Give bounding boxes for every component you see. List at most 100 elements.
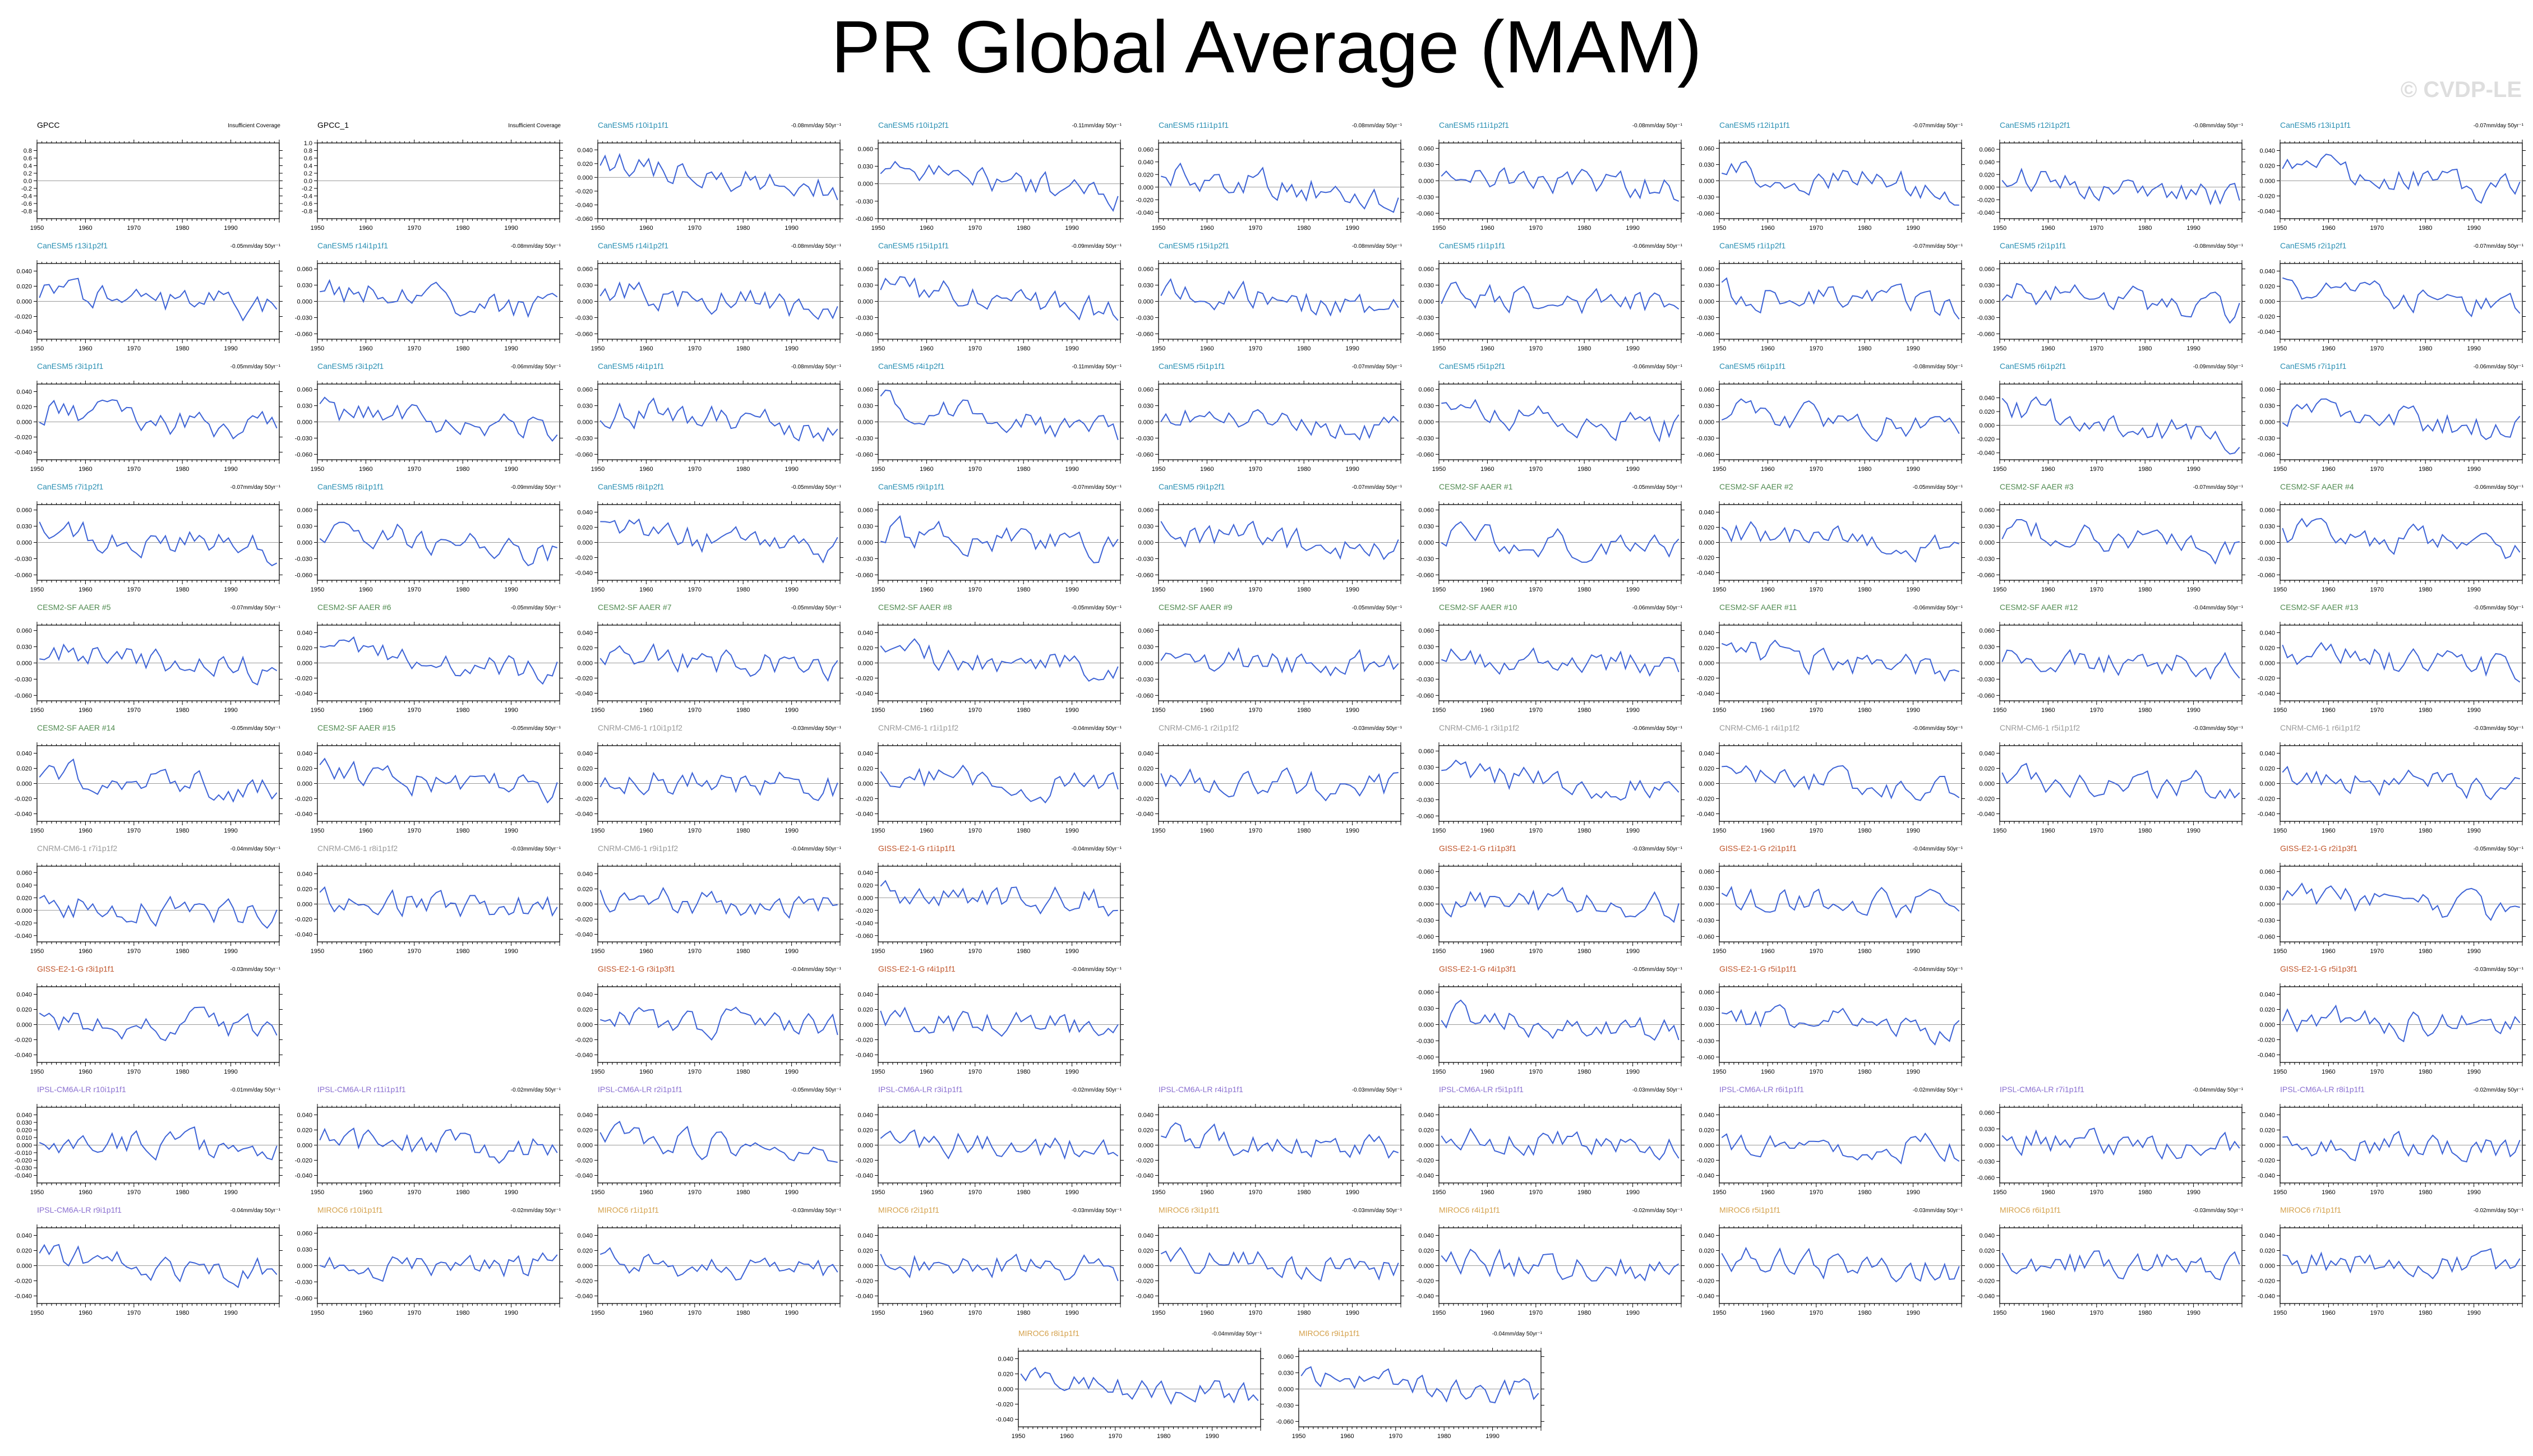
x-tick-label: 1950 <box>2273 345 2287 352</box>
y-tick-label: -0.030 <box>575 435 593 442</box>
x-tick-label: 1960 <box>1761 225 1774 232</box>
x-tick-label: 1970 <box>1249 466 1262 473</box>
y-tick-label: -0.020 <box>575 555 593 562</box>
x-tick-label: 1970 <box>1249 345 1262 352</box>
panel-plot: 0.040 0.020 0.000 -0.020 -0.040 1950 1960 1970 1… <box>1697 501 1965 593</box>
y-tick-label: 0.000 <box>1418 178 1434 185</box>
y-tick-label: 0.020 <box>297 645 312 652</box>
x-tick-label: 1990 <box>1065 586 1078 593</box>
x-tick-label: 1970 <box>2090 466 2103 473</box>
x-tick-label: 1970 <box>408 225 421 232</box>
x-tick-label: 1960 <box>920 466 933 473</box>
x-tick-label: 1990 <box>224 225 237 232</box>
plot-frame <box>1999 383 2243 460</box>
y-tick-label: 0.030 <box>1418 403 1434 410</box>
y-tick-label: 0.060 <box>577 387 593 394</box>
y-tick-label: 0.000 <box>1979 423 1995 429</box>
y-tick-label: -0.030 <box>295 556 312 562</box>
x-tick-label: 1980 <box>2138 345 2152 352</box>
y-tick-label: 0.2 <box>24 170 32 177</box>
x-tick-label: 1950 <box>871 586 885 593</box>
series-line <box>2282 277 2521 318</box>
panel-trend-label: -0.05mm/day 50yr⁻¹ <box>1912 484 1963 491</box>
y-tick-label: 0.000 <box>1699 419 1714 426</box>
panel-title: CanESM5 r11i1p2f1 <box>1439 121 1510 130</box>
chart-panel: CanESM5 r15i1p1f1 -0.09mm/day 50yr⁻¹ 0.060… <box>841 241 1124 359</box>
y-tick-label: 0.060 <box>1699 387 1714 394</box>
y-tick-label: 0.060 <box>1979 266 1995 273</box>
chart-panel: CanESM5 r4i1p1f1 -0.08mm/day 50yr⁻¹ 0.060 0… <box>561 362 843 479</box>
x-tick-label: 1980 <box>1858 586 1871 593</box>
x-tick-label: 1950 <box>311 586 324 593</box>
x-tick-label: 1980 <box>176 586 189 593</box>
panel-title: CESM2-SF AAER #4 <box>2280 482 2354 491</box>
y-tick-label: -0.030 <box>856 315 873 321</box>
series-line <box>2001 396 2240 455</box>
y-tick-label: 0.030 <box>1418 524 1434 530</box>
y-tick-label: 0.000 <box>577 419 593 426</box>
x-tick-label: 1960 <box>639 586 653 593</box>
y-tick-label: -0.030 <box>1417 315 1434 321</box>
y-tick-label: 0.060 <box>1418 266 1434 273</box>
y-tick-label: -0.030 <box>575 315 593 321</box>
y-tick-label: -0.040 <box>2258 209 2275 215</box>
y-tick-label: 0.000 <box>857 299 873 306</box>
series-line <box>1441 281 1680 315</box>
x-tick-label: 1990 <box>2467 225 2480 232</box>
y-tick-label: 0.060 <box>1138 507 1154 514</box>
y-tick-label: -0.060 <box>1697 451 1714 458</box>
series-line <box>599 397 838 442</box>
x-tick-label: 1990 <box>1906 345 1920 352</box>
chart-panel: CanESM5 r14i1p2f1 -0.08mm/day 50yr⁻¹ 0.060… <box>561 241 843 359</box>
panel-trend-label: -0.07mm/day 50yr⁻¹ <box>230 484 280 491</box>
series-line <box>319 396 558 442</box>
panel-plot: 0.040 0.020 0.000 -0.020 -0.040 1950 1960 1970 1… <box>2258 260 2526 352</box>
panel-title: CanESM5 r8i1p2f1 <box>598 482 665 491</box>
x-tick-label: 1990 <box>2467 466 2480 473</box>
y-tick-label: 0.060 <box>577 266 593 273</box>
y-tick-label: 0.030 <box>1138 524 1154 530</box>
panel-title: CanESM5 r1i1p1f1 <box>1439 241 1506 250</box>
y-tick-label: -0.8 <box>302 209 312 215</box>
chart-panel: CanESM5 r1i1p1f1 -0.06mm/day 50yr⁻¹ 0.060 0… <box>1402 241 1685 359</box>
panel-trend-label: -0.05mm/day 50yr⁻¹ <box>791 484 841 491</box>
y-tick-label: 0.060 <box>1979 146 1995 153</box>
panel-trend-label: -0.06mm/day 50yr⁻¹ <box>510 364 561 370</box>
y-tick-label: -0.030 <box>856 435 873 442</box>
x-tick-label: 1960 <box>2041 225 2055 232</box>
chart-panel: CanESM5 r11i1p2f1 -0.08mm/day 50yr⁻¹ 0.060… <box>1402 121 1685 238</box>
y-tick-label: 0.000 <box>1979 540 1995 547</box>
x-tick-label: 1960 <box>79 466 92 473</box>
y-tick-label: 0.040 <box>16 389 32 396</box>
y-tick-label: 0.020 <box>577 161 593 168</box>
y-tick-label: 0.000 <box>577 660 593 667</box>
x-tick-label: 1960 <box>920 225 933 232</box>
x-tick-label: 1990 <box>1345 586 1359 593</box>
y-tick-label: 0.040 <box>577 147 593 154</box>
x-tick-label: 1950 <box>311 225 324 232</box>
panel-title: CanESM5 r11i1p1f1 <box>1159 121 1229 130</box>
x-tick-label: 1950 <box>1713 225 1726 232</box>
panel-plot: 0.060 0.030 0.000 -0.030 -0.060 1950 1960 1970 1… <box>1417 501 1685 593</box>
panel-plot: 0.060 0.030 0.000 -0.030 -0.060 1950 1960 1970 1… <box>1697 140 1965 232</box>
y-tick-label: -0.060 <box>1417 572 1434 579</box>
x-tick-label: 1980 <box>1017 586 1030 593</box>
panel-plot: 0.060 0.030 0.000 -0.030 -0.060 1950 1960 1970 1… <box>575 381 843 473</box>
x-tick-label: 1960 <box>1761 466 1774 473</box>
x-tick-label: 1990 <box>1065 225 1078 232</box>
x-tick-label: 1970 <box>127 586 141 593</box>
x-tick-label: 1960 <box>359 466 372 473</box>
chart-panel: CanESM5 r3i1p2f1 -0.06mm/day 50yr⁻¹ 0.060 0… <box>280 362 563 479</box>
panel-trend-label: -0.08mm/day 50yr⁻¹ <box>1351 243 1402 249</box>
x-tick-label: 1980 <box>1297 466 1311 473</box>
x-tick-label: 1950 <box>1152 225 1165 232</box>
x-tick-label: 1970 <box>1810 225 1823 232</box>
x-tick-label: 1970 <box>127 345 141 352</box>
x-tick-label: 1980 <box>736 345 750 352</box>
panel-trend-label: -0.08mm/day 50yr⁻¹ <box>791 123 841 129</box>
y-tick-label: 0.8 <box>304 148 312 155</box>
x-tick-label: 1950 <box>1993 345 2006 352</box>
x-tick-label: 1960 <box>2322 466 2335 473</box>
series-line <box>880 160 1119 212</box>
y-tick-label: -0.060 <box>856 331 873 338</box>
